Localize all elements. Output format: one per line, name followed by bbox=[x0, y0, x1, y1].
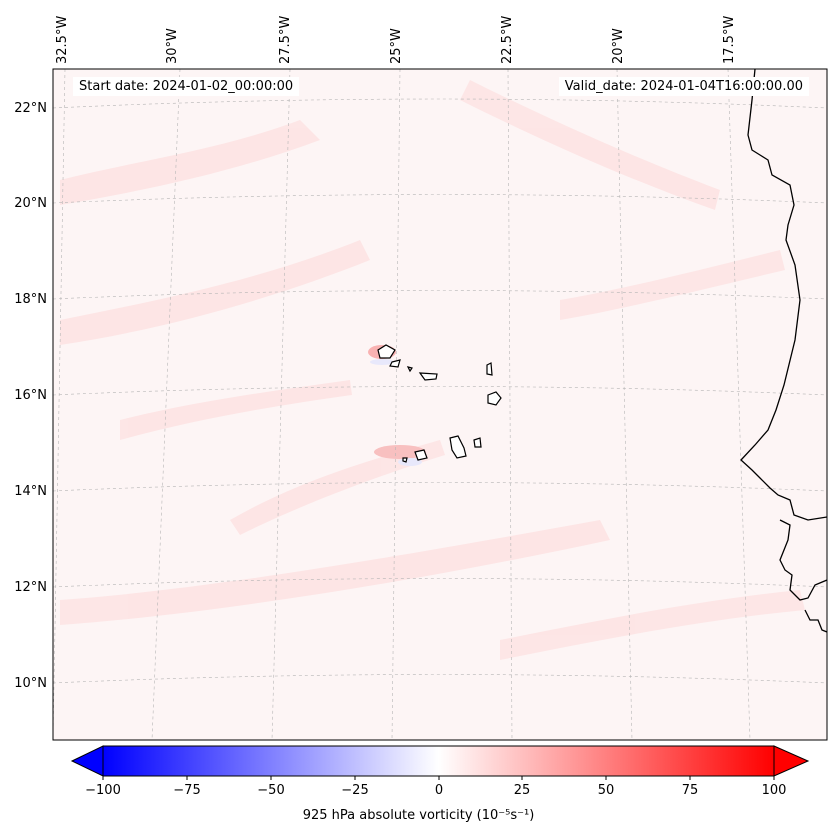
island-boa-vista bbox=[487, 391, 502, 406]
vorticity-maximum-south bbox=[374, 445, 426, 459]
colorbar-tick: −100 bbox=[85, 783, 121, 798]
colorbar: −100 −75 −50 −25 0 25 50 75 100 bbox=[70, 745, 810, 798]
colorbar-tick: 25 bbox=[514, 783, 531, 798]
lon-label: 17.5°W bbox=[722, 16, 737, 64]
vorticity-minimum-north bbox=[370, 359, 394, 365]
lon-label: 30°W bbox=[165, 28, 180, 64]
lat-label: 18°N bbox=[14, 292, 47, 307]
lon-label: 32.5°W bbox=[55, 16, 70, 64]
island-fogo bbox=[414, 449, 428, 461]
gridlines bbox=[53, 69, 827, 740]
longitude-labels: 32.5°W 30°W 27.5°W 25°W 22.5°W 20°W 17.5… bbox=[55, 16, 737, 64]
island-santo-antao bbox=[377, 344, 396, 359]
colorbar-extend-min bbox=[70, 745, 104, 777]
colorbar-tick: −25 bbox=[341, 783, 368, 798]
lat-label: 14°N bbox=[14, 484, 47, 499]
lon-label: 27.5°W bbox=[278, 16, 293, 64]
lat-label: 16°N bbox=[14, 388, 47, 403]
cape-verde-islands bbox=[377, 344, 502, 463]
map-frame bbox=[52, 68, 828, 741]
colorbar-tick: 0 bbox=[435, 783, 443, 798]
lon-label: 20°W bbox=[611, 28, 626, 64]
start-date-label: Start date: 2024-01-02_00:00:00 bbox=[73, 77, 300, 96]
africa-coastline bbox=[740, 69, 827, 633]
latitude-labels: 22°N 20°N 18°N 16°N 14°N 12°N 10°N bbox=[14, 101, 47, 691]
colorbar-tick: −50 bbox=[257, 783, 284, 798]
colorbar-extend-max bbox=[773, 745, 810, 777]
lat-label: 20°N bbox=[14, 196, 47, 211]
lat-label: 12°N bbox=[14, 580, 47, 595]
colorbar-tick: 100 bbox=[762, 783, 787, 798]
positive-vorticity-bands bbox=[60, 80, 805, 660]
colorbar-tick: 50 bbox=[598, 783, 615, 798]
colorbar-tick: 75 bbox=[682, 783, 699, 798]
vorticity-field bbox=[53, 69, 827, 740]
island-brava bbox=[402, 457, 408, 463]
island-sao-vicente bbox=[389, 359, 401, 368]
island-santa-luzia bbox=[406, 366, 413, 373]
island-santiago bbox=[449, 435, 467, 459]
lon-label: 25°W bbox=[389, 28, 404, 64]
colorbar-tick: −75 bbox=[173, 783, 200, 798]
lat-label: 10°N bbox=[14, 676, 47, 691]
colorbar-gradient bbox=[102, 745, 775, 777]
lat-label: 22°N bbox=[14, 101, 47, 116]
island-sao-nicolau bbox=[418, 372, 438, 381]
colorbar-label: 925 hPa absolute vorticity (10⁻⁵s⁻¹) bbox=[302, 808, 535, 823]
valid-date-label: Valid_date: 2024-01-04T16:00:00.00 bbox=[558, 77, 809, 96]
island-sal bbox=[486, 362, 493, 376]
island-maio bbox=[473, 437, 482, 448]
lon-label: 22.5°W bbox=[500, 16, 515, 64]
